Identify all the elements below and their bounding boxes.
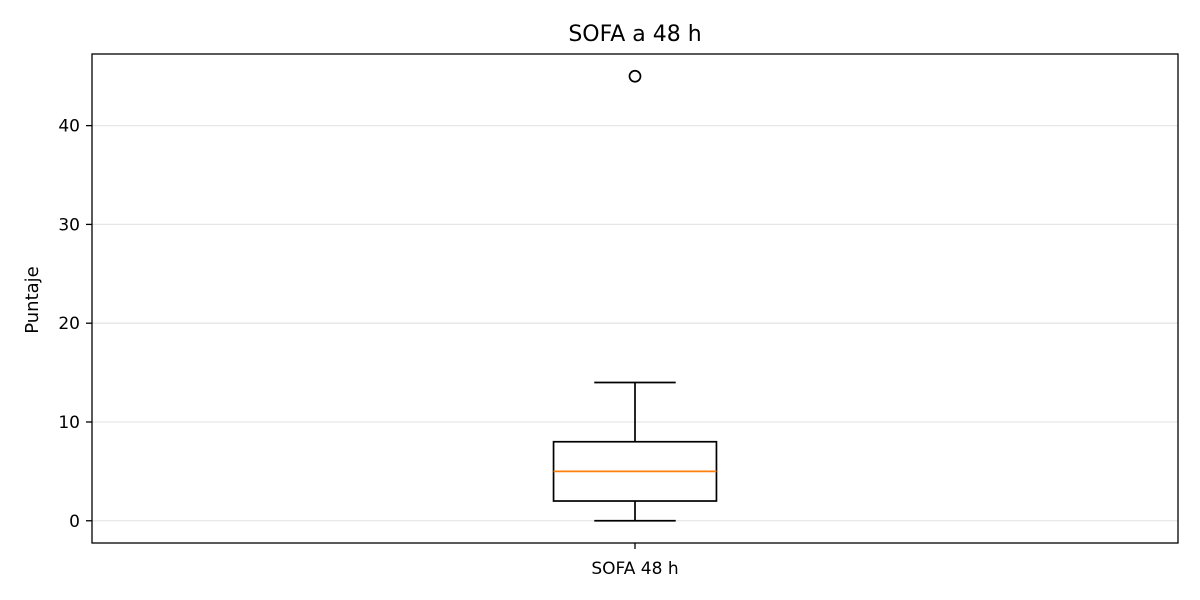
- chart-title: SOFA a 48 h: [568, 22, 701, 47]
- y-axis-label: Puntaje: [22, 266, 43, 334]
- y-tick-label: 10: [58, 413, 80, 433]
- x-tick-label: SOFA 48 h: [591, 559, 678, 579]
- y-tick-label: 0: [69, 512, 80, 532]
- y-tick-label: 30: [58, 215, 80, 235]
- y-tick-label: 40: [58, 117, 80, 137]
- y-tick-label: 20: [58, 314, 80, 334]
